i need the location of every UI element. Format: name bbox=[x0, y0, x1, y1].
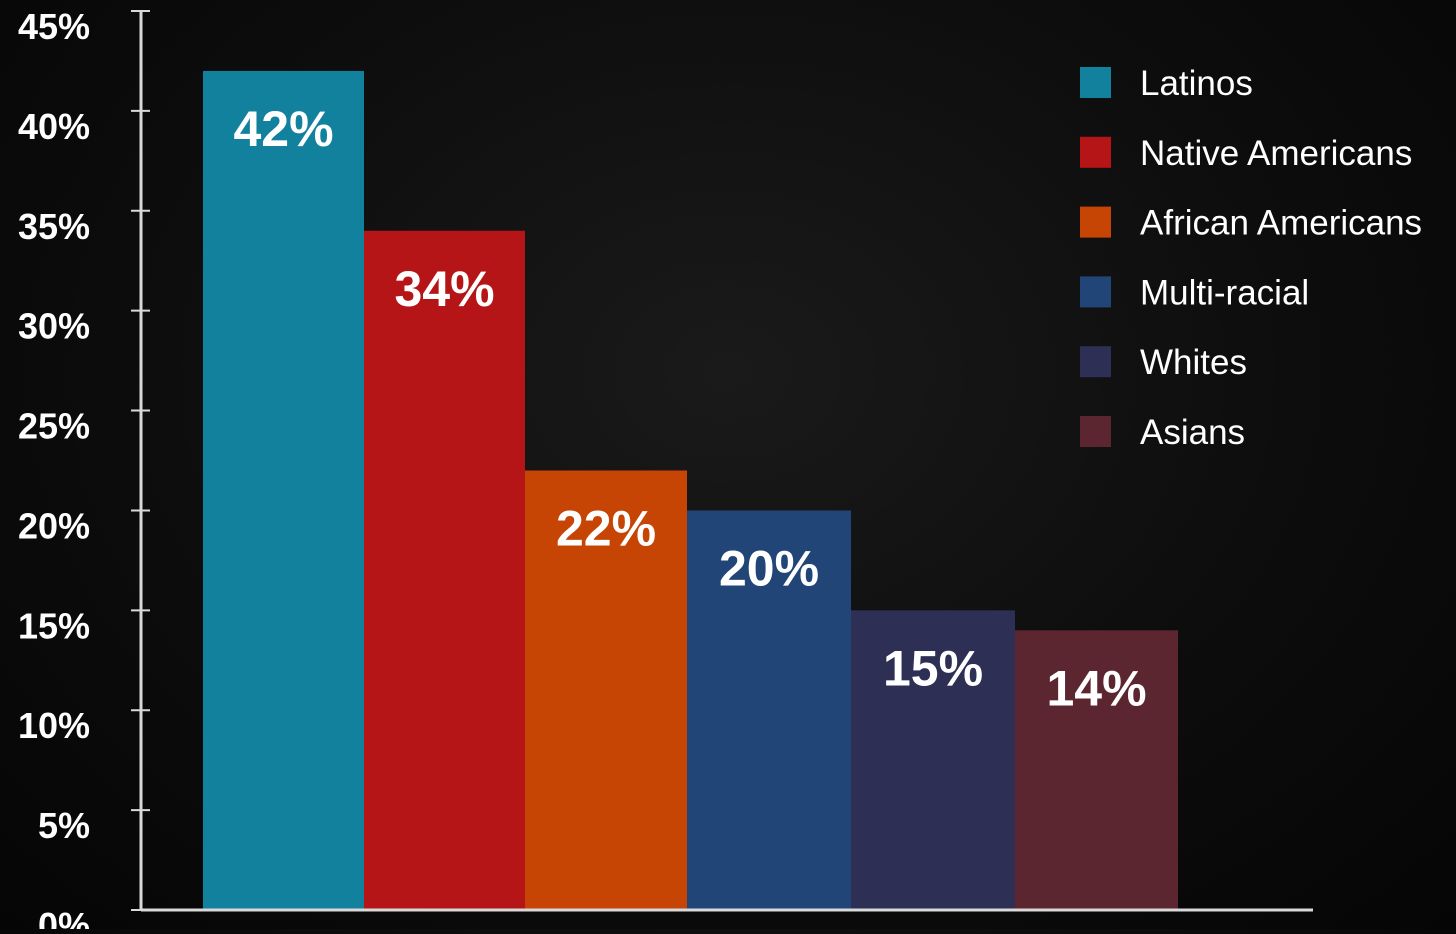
legend-swatch bbox=[1080, 136, 1111, 168]
bar-value-label: 20% bbox=[719, 540, 819, 596]
y-tick-label: 15% bbox=[18, 605, 90, 646]
bar-african-americans bbox=[525, 470, 687, 910]
bar-multi-racial bbox=[687, 510, 851, 910]
bar-value-label: 14% bbox=[1046, 660, 1146, 716]
legend-swatch bbox=[1080, 416, 1111, 447]
legend: Latinos Native Americans African Americans… bbox=[1080, 64, 1422, 452]
y-tick-label: 35% bbox=[18, 206, 90, 247]
y-tick-label: 40% bbox=[18, 106, 90, 147]
legend-swatch bbox=[1080, 276, 1111, 308]
legend-swatch bbox=[1080, 346, 1111, 378]
legend-label: Asians bbox=[1140, 413, 1245, 452]
y-tick-label: 5% bbox=[38, 805, 90, 846]
bar-whites bbox=[851, 610, 1015, 910]
y-tick-label: 25% bbox=[18, 406, 90, 447]
legend-label: African Americans bbox=[1140, 204, 1422, 243]
bars bbox=[203, 70, 1178, 910]
y-tick-label: 0% bbox=[38, 905, 90, 929]
y-tick-label: 30% bbox=[18, 306, 90, 347]
y-tick-label: 10% bbox=[18, 705, 90, 746]
bar-asians bbox=[1015, 630, 1178, 910]
bar-value-label: 42% bbox=[233, 101, 333, 157]
bar-value-label: 22% bbox=[556, 500, 656, 556]
bar-value-label: 34% bbox=[394, 261, 494, 317]
legend-label: Whites bbox=[1140, 343, 1247, 382]
legend-swatch bbox=[1080, 206, 1111, 238]
y-tick-label: 20% bbox=[18, 505, 90, 546]
bar-value-labels: 42% 34% 22% 20% 15% 14% bbox=[233, 101, 1146, 716]
y-axis: 0% 5% 10% 15% 20% 25% 30% 35% 40% 45% bbox=[18, 6, 150, 934]
legend-swatch bbox=[1080, 67, 1111, 98]
legend-label: Latinos bbox=[1140, 64, 1253, 103]
bar-latinos bbox=[203, 70, 364, 910]
legend-label: Native Americans bbox=[1140, 134, 1412, 173]
bar-native-americans bbox=[364, 230, 525, 910]
y-tick-label: 45% bbox=[18, 6, 90, 47]
bar-value-label: 15% bbox=[883, 640, 983, 696]
legend-label: Multi-racial bbox=[1140, 273, 1309, 312]
